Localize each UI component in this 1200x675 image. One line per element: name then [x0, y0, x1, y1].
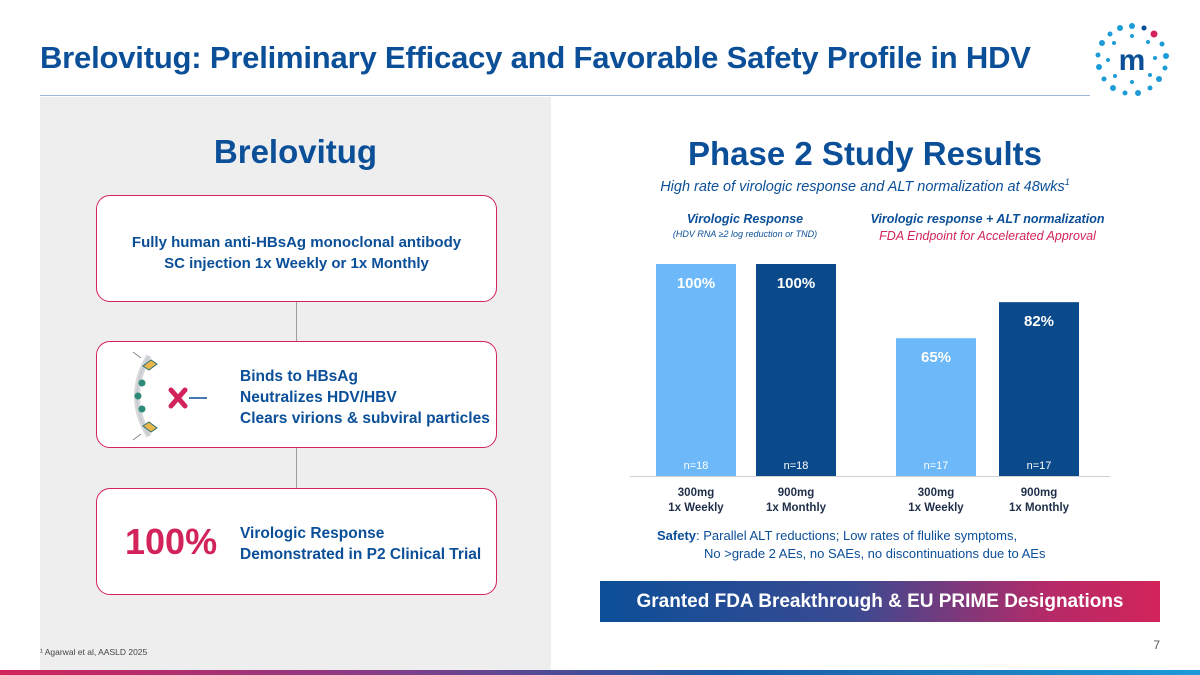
slide-title: Brelovitug: Preliminary Efficacy and Fav… — [40, 40, 1031, 75]
antibody-binding-icon — [132, 351, 207, 441]
title-divider — [40, 95, 1090, 96]
group-subtitle: (HDV RNA ≥2 log reduction or TND) — [672, 229, 818, 239]
x-tick-frequency: 1x Weekly — [908, 502, 964, 514]
page-number: 7 — [1153, 638, 1160, 652]
group-label-virologic: Virologic Response (HDV RNA ≥2 log reduc… — [640, 212, 850, 239]
x-tick-dose: 900mg — [778, 487, 814, 499]
box-line: Demonstrated in P2 Clinical Trial — [240, 546, 482, 563]
bar-n-label: n=17 — [1027, 460, 1052, 472]
box-line: Fully human anti-HBsAg monoclonal antibo… — [131, 234, 462, 251]
bar-chart: 100% n=18 300mg 1x Weekly 100% n=18 900mg 1x Mo… — [630, 264, 1110, 514]
bar-value-label: 100% — [677, 275, 715, 292]
safety-label: Safety — [657, 528, 697, 543]
mechanism-box-antibody: Fully human anti-HBsAg monoclonal antibo… — [96, 195, 497, 302]
bottom-accent-bar — [0, 670, 1200, 675]
group-title: Virologic response + ALT normalization — [870, 212, 1105, 226]
bar-4 — [999, 302, 1079, 476]
bar-2 — [756, 264, 836, 476]
left-heading: Brelovitug — [213, 133, 378, 170]
response-percentage: 100% — [125, 521, 218, 562]
group-subtitle: FDA Endpoint for Accelerated Approval — [879, 229, 1096, 243]
bar-n-label: n=18 — [684, 460, 709, 472]
footnote: ¹ Agarwal et al, AASLD 2025 — [40, 647, 148, 657]
x-tick-frequency: 1x Weekly — [668, 502, 724, 514]
x-tick-frequency: 1x Monthly — [1009, 502, 1070, 514]
designation-banner: Granted FDA Breakthrough & EU PRIME Desi… — [600, 581, 1160, 622]
box-line: Virologic Response — [240, 525, 385, 542]
bar-n-label: n=17 — [924, 460, 949, 472]
x-tick-dose: 300mg — [678, 487, 714, 499]
bar-1 — [656, 264, 736, 476]
group-title: Virologic Response — [686, 212, 804, 226]
bar-3 — [896, 338, 976, 476]
bar-value-label: 100% — [777, 275, 815, 292]
connector-line — [296, 448, 297, 488]
mechanism-box-binding: Binds to HBsAg Neutralizes HDV/HBV Clear… — [96, 341, 497, 448]
bar-value-label: 65% — [921, 349, 951, 366]
x-tick-dose: 300mg — [918, 487, 954, 499]
box-line: Clears virions & subviral particles — [240, 410, 490, 427]
connector-line — [296, 302, 297, 341]
company-logo-icon: m — [1095, 23, 1169, 96]
group-label-alt: Virologic response + ALT normalization F… — [850, 212, 1125, 243]
box-line: Binds to HBsAg — [240, 368, 358, 385]
safety-text: : Parallel ALT reductions; Low rates of … — [696, 528, 1018, 543]
bar-n-label: n=18 — [784, 460, 809, 472]
svg-text:m: m — [1119, 44, 1146, 77]
box-line: Neutralizes HDV/HBV — [240, 389, 397, 406]
x-tick-dose: 900mg — [1021, 487, 1057, 499]
safety-note: Safety: Parallel ALT reductions; Low rat… — [657, 527, 1045, 563]
bar-value-label: 82% — [1024, 313, 1054, 330]
footnote-marker: 1 — [1064, 177, 1070, 187]
right-heading: Phase 2 Study Results — [688, 135, 1042, 172]
mechanism-box-response: 100% Virologic Response Demonstrated in … — [96, 488, 497, 595]
safety-text: No >grade 2 AEs, no SAEs, no discontinua… — [704, 546, 1046, 561]
chart-subtitle: High rate of virologic response and ALT … — [660, 177, 1070, 195]
x-tick-frequency: 1x Monthly — [766, 502, 827, 514]
box-line: SC injection 1x Weekly or 1x Monthly — [164, 255, 429, 272]
